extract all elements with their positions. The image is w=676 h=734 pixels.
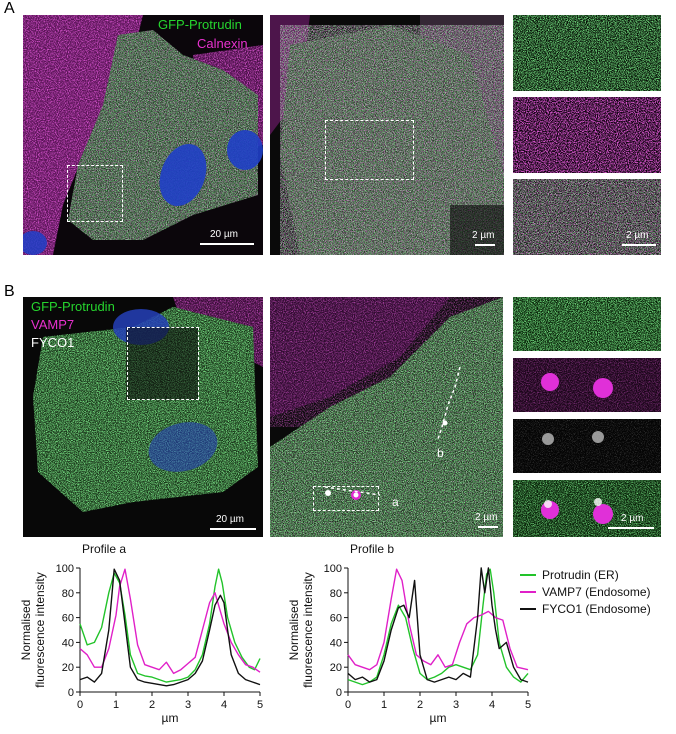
panel-b-label-protrudin: GFP-Protrudin (31, 299, 115, 314)
panel-b-inset-green (513, 297, 661, 351)
y-tick-label: 100 (56, 563, 74, 575)
panel-b-inset-scalebar-label: 2 µm (621, 513, 644, 524)
legend: Protrudin (ER) VAMP7 (Endosome) FYCO1 (E… (520, 565, 676, 625)
profile-a-title: Profile a (82, 542, 127, 556)
panel-a-inset-scalebar (622, 244, 656, 246)
panel-b-label-fyco1: FYCO1 (31, 335, 75, 350)
y-axis-label-line1: Normalised (287, 600, 301, 661)
legend-item-vamp7: VAMP7 (Endosome) (520, 585, 651, 599)
x-tick-label: 1 (381, 699, 387, 711)
panel-b-zoom-scalebar (478, 526, 498, 528)
panel-b-inset-magenta (513, 358, 661, 412)
panel-b-inset-scalebar (608, 527, 654, 529)
panel-b-overview-scalebar-label: 20 µm (216, 514, 244, 525)
y-tick-label: 80 (62, 588, 74, 600)
x-tick-label: 2 (149, 699, 155, 711)
panel-a-inset-magenta (513, 97, 661, 173)
panel-a-overview-scalebar-label: 20 µm (210, 229, 238, 240)
panel-a-inset-green (513, 15, 661, 91)
x-tick-label: 4 (489, 699, 495, 711)
panel-a-roi-box (67, 165, 123, 222)
x-tick-label: 3 (185, 699, 191, 711)
panel-b-inset-white (513, 419, 661, 473)
panel-a-zoom-image (270, 15, 504, 255)
panel-a-label-protrudin: GFP-Protrudin (158, 17, 242, 32)
panel-b-letter: B (4, 283, 15, 300)
panel-b-line-marker-b: b (437, 446, 444, 460)
legend-label-vamp7: VAMP7 (Endosome) (542, 585, 651, 599)
y-tick-label: 0 (336, 687, 342, 699)
profile-b-chart: 0 20 40 60 80 100 0 1 2 3 4 5 µm Normalised fluorescen… (287, 563, 531, 725)
y-tick-label: 100 (324, 563, 342, 575)
panel-a-zoom-scalebar (475, 244, 495, 246)
x-tick-label: 5 (525, 699, 531, 711)
panel-a-overview-image (23, 15, 263, 255)
y-tick-label: 60 (62, 613, 74, 625)
legend-item-fyco1: FYCO1 (Endosome) (520, 602, 651, 616)
x-tick-label: 0 (77, 699, 83, 711)
series-line-fyco1 (347, 567, 529, 683)
series-line-vamp7 (347, 568, 529, 671)
y-tick-label: 40 (330, 637, 342, 649)
legend-swatch-fyco1 (520, 608, 536, 610)
legend-swatch-protrudin (520, 574, 536, 576)
y-tick-label: 20 (62, 662, 74, 674)
panel-b-zoom-scalebar-label: 2 µm (475, 512, 498, 523)
y-tick-label: 20 (330, 662, 342, 674)
panel-b-label-vamp7: VAMP7 (31, 317, 75, 332)
y-axis-label-line1: Normalised (19, 600, 33, 661)
panel-a-zoom-scalebar-label: 2 µm (472, 230, 495, 241)
x-tick-label: 1 (113, 699, 119, 711)
panel-b-zoom-roi-box (313, 486, 379, 511)
panel-a-letter: A (4, 0, 15, 17)
panel-b-overview-scalebar (210, 528, 256, 530)
y-axis-label-line2: fluorescence intensity (301, 572, 315, 687)
panel-a-overview-scalebar (200, 243, 254, 245)
panel-a-inset-merge (513, 179, 661, 255)
profile-b-title: Profile b (350, 542, 395, 556)
x-tick-label: 4 (221, 699, 227, 711)
legend-item-protrudin: Protrudin (ER) (520, 568, 619, 582)
x-axis-label: µm (430, 711, 447, 725)
panel-b-zoom-image (270, 297, 503, 537)
panel-b-line-marker-a: a (392, 495, 399, 509)
panel-b-overview-image (23, 297, 263, 537)
series-line-fyco1 (79, 568, 261, 687)
x-tick-label: 3 (453, 699, 459, 711)
panel-a-zoom-roi-box (325, 120, 414, 180)
x-axis-label: µm (162, 711, 179, 725)
y-tick-label: 80 (330, 588, 342, 600)
legend-label-fyco1: FYCO1 (Endosome) (542, 602, 651, 616)
profile-a-chart: 0 20 40 60 80 100 0 1 2 3 4 5 µm Normalised fluorescen… (19, 563, 263, 725)
y-tick-label: 0 (68, 687, 74, 699)
y-tick-label: 60 (330, 613, 342, 625)
legend-swatch-vamp7 (520, 591, 536, 593)
panel-a-label-calnexin: Calnexin (197, 36, 248, 51)
panel-a-inset-scalebar-label: 2 µm (626, 230, 649, 241)
y-axis-label-line2: fluorescence intensity (33, 572, 47, 687)
series-line-protrudin (347, 568, 529, 686)
panel-b-roi-box (127, 327, 199, 400)
y-tick-label: 40 (62, 637, 74, 649)
x-tick-label: 2 (417, 699, 423, 711)
x-tick-label: 0 (345, 699, 351, 711)
legend-label-protrudin: Protrudin (ER) (542, 568, 619, 582)
series-line-protrudin (79, 568, 261, 683)
x-tick-label: 5 (257, 699, 263, 711)
